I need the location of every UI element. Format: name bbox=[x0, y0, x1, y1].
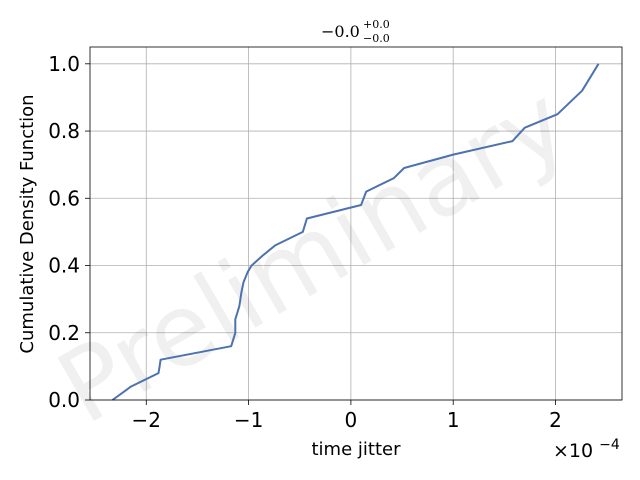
y-tick-label: 0.6 bbox=[48, 186, 80, 210]
title-superscript: +0.0 bbox=[363, 18, 390, 31]
y-axis-label: Cumulative Density Function bbox=[17, 94, 38, 353]
series-layer bbox=[111, 63, 600, 401]
y-tick-label: 0.2 bbox=[48, 321, 80, 345]
y-tick-label: 0.0 bbox=[48, 388, 80, 412]
x-multiplier: ×10 −4 bbox=[553, 437, 620, 462]
x-tick-label: 2 bbox=[549, 408, 562, 432]
x-multiplier-exponent: −4 bbox=[599, 437, 620, 453]
ticks: −2 −1 0 1 2 0.0 0.2 0.4 0.6 0.8 1.0 bbox=[48, 52, 562, 432]
title-base: −0.0 bbox=[321, 22, 360, 41]
y-tick-label: 1.0 bbox=[48, 52, 80, 76]
y-tick-label: 0.8 bbox=[48, 119, 80, 143]
watermark-layer: Preliminary bbox=[39, 63, 587, 447]
x-multiplier-base: ×10 bbox=[553, 440, 593, 462]
x-tick-label: 1 bbox=[447, 408, 460, 432]
x-axis-label: time jitter bbox=[312, 439, 402, 460]
title-subscript: −0.0 bbox=[363, 32, 390, 45]
chart-title: −0.0 +0.0 −0.0 bbox=[321, 18, 390, 45]
plot-frame bbox=[89, 46, 623, 401]
x-tick-label: −2 bbox=[132, 408, 161, 432]
y-tick-label: 0.4 bbox=[48, 254, 80, 278]
x-tick-label: −1 bbox=[234, 408, 263, 432]
x-tick-label: 0 bbox=[345, 408, 358, 432]
watermark-text: Preliminary bbox=[39, 63, 587, 447]
cdf-series-line bbox=[111, 63, 600, 401]
